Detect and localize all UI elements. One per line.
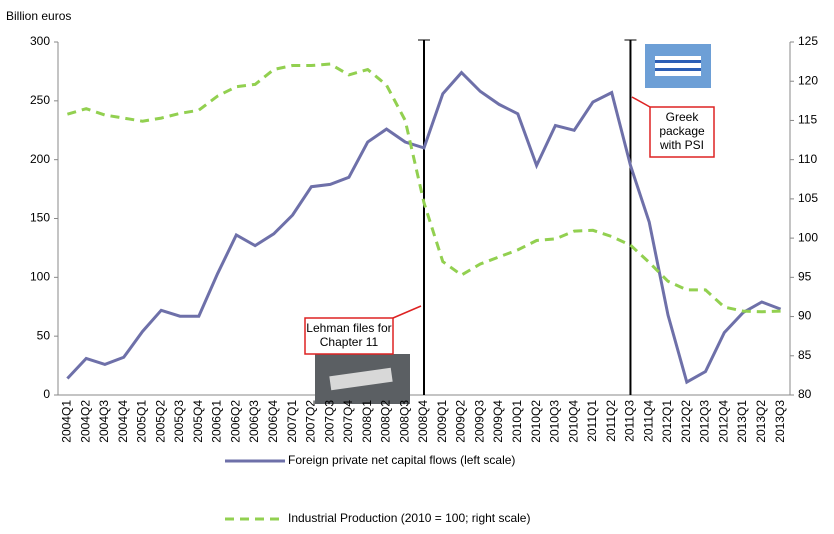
- x-tick-label: 2004Q4: [116, 400, 130, 443]
- callout-text: Greek: [666, 110, 700, 124]
- x-tick-label: 2009Q3: [472, 400, 486, 443]
- y2-tick-label: 125: [798, 34, 818, 48]
- callout-text: Lehman files for: [306, 321, 391, 335]
- x-tick-label: 2013Q1: [735, 400, 749, 443]
- x-tick-label: 2005Q4: [191, 400, 205, 443]
- callout-text: package: [659, 124, 705, 138]
- greek-flag-photo: [645, 44, 711, 88]
- x-tick-label: 2013Q3: [773, 400, 787, 443]
- x-tick-label: 2007Q1: [285, 400, 299, 443]
- x-tick-label: 2012Q3: [698, 400, 712, 443]
- x-tick-label: 2011Q3: [623, 400, 637, 442]
- y-tick-label: 300: [30, 34, 50, 48]
- x-tick-label: 2007Q2: [304, 400, 318, 443]
- x-tick-label: 2004Q2: [78, 400, 92, 443]
- x-tick-label: 2008Q1: [360, 400, 374, 443]
- y-tick-label: 150: [30, 211, 50, 225]
- x-tick-label: 2011Q1: [585, 400, 599, 442]
- x-tick-label: 2013Q2: [754, 400, 768, 443]
- x-tick-label: 2010Q2: [529, 400, 543, 443]
- x-tick-label: 2012Q1: [660, 400, 674, 443]
- y2-tick-label: 105: [798, 191, 818, 205]
- y-tick-label: 50: [37, 328, 51, 342]
- legend-label: Industrial Production (2010 = 100; right…: [288, 511, 530, 525]
- y2-tick-label: 120: [798, 73, 818, 87]
- callout-text: Chapter 11: [320, 335, 379, 349]
- x-tick-label: 2011Q2: [604, 400, 618, 442]
- x-tick-label: 2005Q1: [135, 400, 149, 443]
- x-tick-label: 2008Q4: [416, 400, 430, 443]
- x-tick-label: 2012Q2: [679, 400, 693, 443]
- x-tick-label: 2006Q4: [266, 400, 280, 443]
- y-tick-label: 200: [30, 152, 50, 166]
- y2-tick-label: 110: [798, 152, 817, 166]
- x-tick-label: 2004Q1: [60, 400, 74, 443]
- x-tick-label: 2006Q3: [247, 400, 261, 443]
- x-tick-label: 2009Q4: [491, 400, 505, 443]
- x-tick-label: 2009Q2: [454, 400, 468, 443]
- x-tick-label: 2005Q2: [153, 400, 167, 443]
- chart: Billion euros 0 50 100 150 200 250 300 80 85 90 95…: [0, 0, 834, 529]
- y2-tick-label: 100: [798, 230, 818, 244]
- y2-tick-label: 115: [798, 113, 817, 127]
- x-tick-label: 2007Q3: [322, 400, 336, 443]
- legend-label: Foreign private net capital flows (left …: [288, 453, 515, 467]
- lehman-photo: [315, 354, 410, 404]
- y-tick-label: 100: [30, 270, 50, 284]
- x-tick-label: 2010Q4: [566, 400, 580, 443]
- x-tick-label: 2004Q3: [97, 400, 111, 443]
- x-tick-label: 2008Q2: [379, 400, 393, 443]
- x-tick-label: 2008Q3: [397, 400, 411, 443]
- x-tick-label: 2011Q4: [641, 400, 655, 442]
- callout-text: with PSI: [659, 138, 704, 152]
- x-tick-label: 2012Q4: [716, 400, 730, 443]
- x-tick-label: 2010Q3: [548, 400, 562, 443]
- y-tick-label: 0: [43, 387, 50, 401]
- y2-tick-label: 90: [798, 309, 812, 323]
- x-tick-label: 2006Q1: [210, 400, 224, 443]
- callout-pointer: [393, 306, 421, 318]
- y2-tick-label: 95: [798, 270, 812, 284]
- x-tick-label: 2010Q1: [510, 400, 524, 443]
- y2-tick-label: 85: [798, 348, 812, 362]
- x-tick-label: 2005Q3: [172, 400, 186, 443]
- y-tick-label: 250: [30, 93, 50, 107]
- x-tick-label: 2006Q2: [228, 400, 242, 443]
- callout-pointer: [632, 97, 650, 107]
- y-axis-title: Billion euros: [6, 9, 71, 23]
- x-tick-label: 2009Q1: [435, 400, 449, 443]
- y2-tick-label: 80: [798, 387, 812, 401]
- x-tick-label: 2007Q4: [341, 400, 355, 443]
